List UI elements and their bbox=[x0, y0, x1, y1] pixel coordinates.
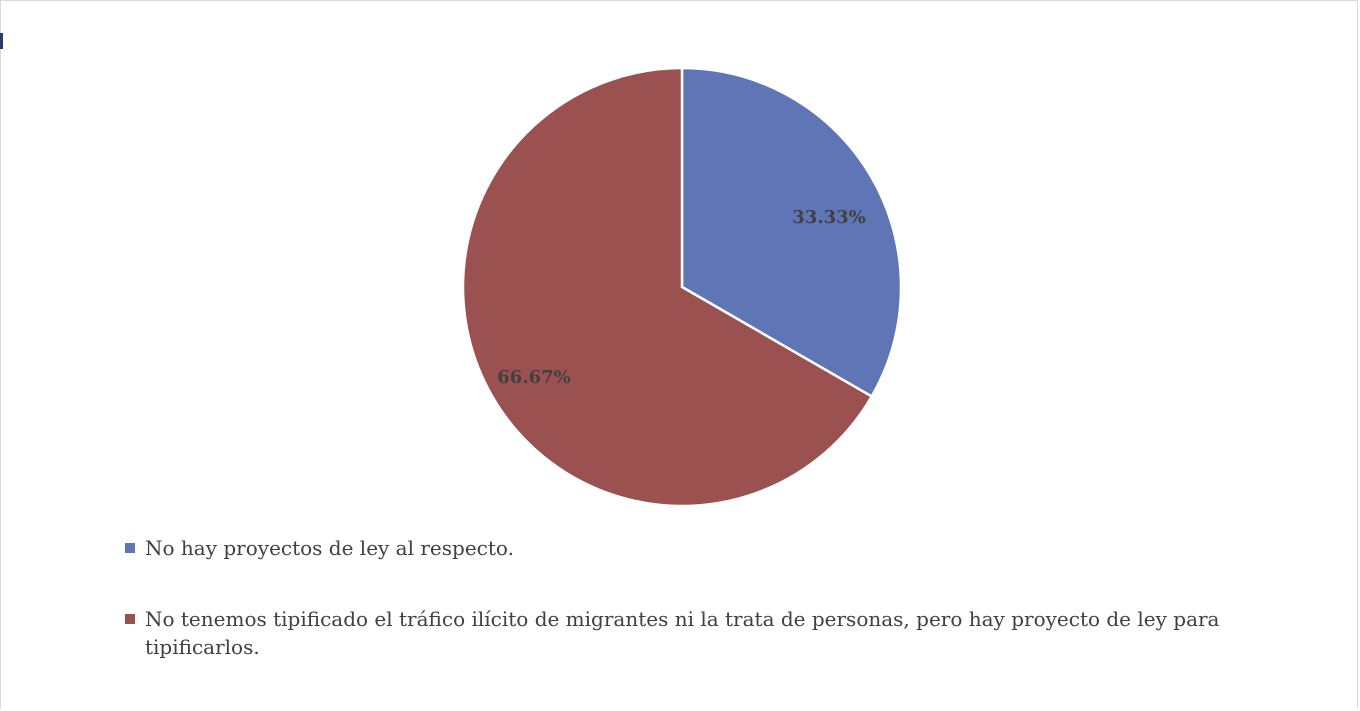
pie-slice-1 bbox=[461, 66, 874, 508]
legend-label-1: No tenemos tipificado el tráfico ilícito… bbox=[145, 607, 1220, 659]
legend-item-1: No tenemos tipificado el tráfico ilícito… bbox=[125, 605, 1275, 661]
slice-value-label-1: 66.67% bbox=[497, 367, 570, 388]
legend-item-0: No hay proyectos de ley al respecto. bbox=[125, 534, 1275, 562]
legend: No hay proyectos de ley al respecto. No … bbox=[125, 534, 1275, 661]
corner-mark bbox=[0, 33, 3, 49]
legend-swatch-0 bbox=[125, 543, 135, 553]
legend-label-0: No hay proyectos de ley al respecto. bbox=[145, 536, 514, 560]
slice-value-label-0: 33.33% bbox=[792, 207, 865, 228]
pie-slice-0 bbox=[680, 66, 903, 399]
legend-swatch-1 bbox=[125, 614, 135, 624]
